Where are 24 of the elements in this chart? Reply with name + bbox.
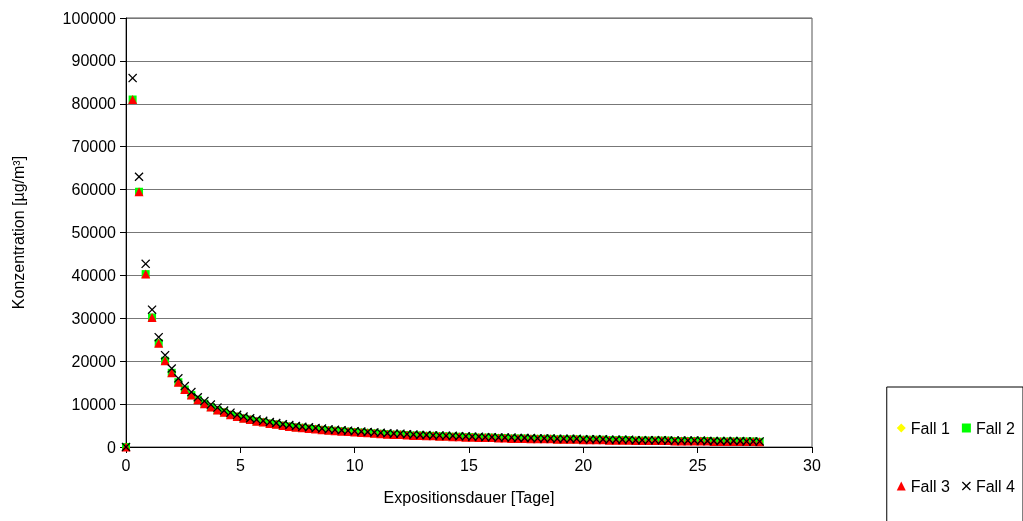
y-tick-label: 90000 — [71, 52, 117, 70]
y-tick-label: 80000 — [71, 95, 117, 113]
y-tick-label: 10000 — [71, 395, 117, 413]
legend-label: Fall 3 — [910, 477, 950, 495]
y-tick-label: 20000 — [71, 352, 117, 370]
y-tick-label: 70000 — [71, 138, 117, 156]
x-axis-title: Expositionsdauer [Tage] — [383, 488, 555, 506]
y-tick-label: 0 — [107, 438, 117, 456]
x-tick-label: 30 — [803, 456, 821, 474]
legend-label: Fall 1 — [910, 419, 950, 437]
x-tick-label: 25 — [688, 456, 707, 474]
x-tick-label: 20 — [574, 456, 593, 474]
legend-label: Fall 4 — [975, 477, 1016, 495]
x-tick-label: 10 — [345, 456, 364, 474]
y-tick-label: 40000 — [71, 266, 117, 284]
y-tick-label: 50000 — [71, 224, 117, 241]
x-tick-label: 15 — [460, 456, 478, 474]
x-tick-label: 5 — [235, 456, 245, 474]
y-tick-label: 60000 — [71, 181, 117, 199]
y-tick-label: 100000 — [62, 9, 117, 27]
legend-label: Fall 2 — [975, 419, 1016, 437]
y-tick-label: 30000 — [71, 309, 117, 327]
y-axis-title: Konzentration [µg/m³] — [9, 155, 27, 310]
x-tick-label: 0 — [121, 456, 131, 474]
